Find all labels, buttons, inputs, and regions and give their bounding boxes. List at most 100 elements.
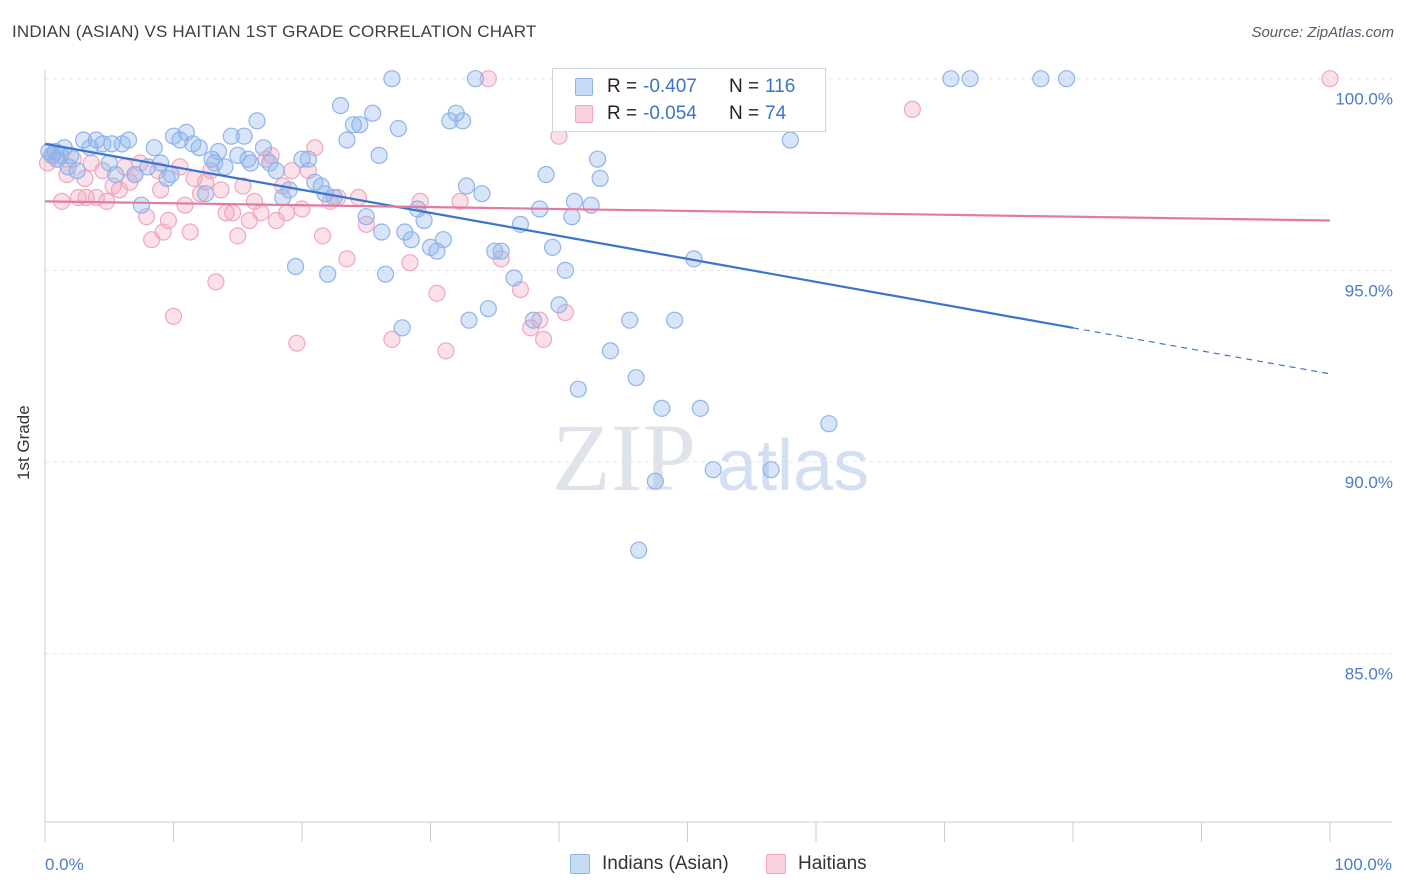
bottom-legend-haitians: Haitians bbox=[766, 852, 867, 876]
bottom-legend-indians: Indians (Asian) bbox=[570, 852, 729, 876]
indian-point bbox=[145, 139, 163, 157]
legend-n-key: N = bbox=[729, 76, 760, 97]
indian-point bbox=[94, 135, 112, 153]
legend-swatch-haitians bbox=[575, 105, 593, 123]
indian-point bbox=[331, 96, 350, 115]
indian-point bbox=[434, 231, 452, 249]
indian-point bbox=[119, 131, 138, 149]
indian-point bbox=[267, 162, 285, 180]
indian-point bbox=[601, 342, 620, 360]
haitian-point bbox=[277, 204, 296, 222]
indian-point bbox=[591, 169, 609, 187]
indian-point bbox=[126, 165, 144, 184]
gridlines bbox=[45, 78, 1392, 655]
indian-point bbox=[454, 112, 472, 130]
indian-point bbox=[473, 185, 491, 203]
indian-point bbox=[344, 116, 362, 134]
y-tick-label: 90.0% bbox=[1345, 473, 1393, 492]
indian-point bbox=[457, 177, 476, 195]
haitian-point bbox=[531, 311, 549, 329]
indian-point bbox=[1032, 70, 1050, 88]
indian-point bbox=[582, 196, 600, 214]
indian-point bbox=[961, 70, 979, 88]
tick-labels: 85.0% 90.0% 95.0% 100.0% 0.0% 100.0% bbox=[45, 90, 1393, 874]
bottom-swatch-indians bbox=[570, 854, 590, 874]
indian-point bbox=[216, 158, 234, 176]
indian-point bbox=[627, 369, 645, 387]
haitian-point bbox=[207, 273, 225, 291]
legend-r-value: -0.054 bbox=[643, 103, 697, 124]
indian-point bbox=[351, 116, 369, 134]
indian-point bbox=[357, 208, 375, 226]
indian-point bbox=[415, 211, 433, 230]
haitians-points bbox=[38, 70, 1339, 360]
indian-point bbox=[402, 231, 420, 249]
indian-point bbox=[239, 150, 257, 168]
indian-point bbox=[942, 70, 960, 88]
legend-r-key: R = bbox=[607, 76, 638, 97]
indians-trend-line bbox=[44, 142, 1074, 329]
indian-point bbox=[569, 380, 587, 398]
indian-point bbox=[68, 162, 86, 180]
indian-point bbox=[197, 185, 215, 203]
indian-point bbox=[621, 311, 639, 329]
indian-point bbox=[691, 399, 709, 417]
indian-point bbox=[132, 196, 150, 214]
indian-point bbox=[254, 139, 273, 157]
indian-point bbox=[666, 311, 684, 329]
chart-source: Source: ZipAtlas.com bbox=[1251, 24, 1394, 41]
indian-point bbox=[704, 461, 722, 479]
x-tick-label: 0.0% bbox=[45, 855, 84, 874]
indian-point bbox=[781, 131, 799, 149]
y-tick-label: 100.0% bbox=[1335, 90, 1393, 109]
haitian-point bbox=[338, 250, 356, 268]
indian-point bbox=[338, 131, 356, 149]
haitian-point bbox=[534, 330, 553, 348]
indian-point bbox=[630, 541, 648, 559]
indian-point bbox=[653, 399, 671, 417]
indians-trend-extension bbox=[1072, 327, 1331, 375]
indian-point bbox=[479, 300, 497, 318]
legend-n-value: 74 bbox=[765, 103, 787, 124]
indian-point bbox=[280, 181, 298, 199]
indian-point bbox=[762, 461, 780, 479]
haitian-point bbox=[313, 227, 332, 245]
haitian-point bbox=[159, 211, 177, 230]
legend-row-haitians: R = -0.054 N = 74 bbox=[575, 102, 786, 126]
watermark-zip: ZIP bbox=[552, 404, 696, 511]
haitian-point bbox=[212, 181, 230, 199]
indian-point bbox=[206, 154, 224, 172]
haitian-point bbox=[176, 196, 194, 214]
indian-point bbox=[103, 135, 121, 153]
haitian-point bbox=[293, 200, 311, 218]
indian-point bbox=[393, 319, 411, 337]
indian-point bbox=[299, 150, 318, 168]
y-tick-label: 95.0% bbox=[1345, 281, 1393, 300]
indian-point bbox=[162, 165, 180, 184]
bottom-legend-label: Indians (Asian) bbox=[602, 853, 729, 874]
indian-point bbox=[460, 311, 478, 329]
legend-row-indians: R = -0.407 N = 116 bbox=[575, 75, 795, 99]
haitian-point bbox=[288, 334, 306, 352]
legend-n-key: N = bbox=[729, 103, 760, 124]
watermark: ZIP atlas bbox=[552, 404, 869, 511]
indian-point bbox=[646, 472, 664, 490]
indian-point bbox=[556, 261, 575, 279]
haitian-point bbox=[428, 284, 446, 302]
indian-point bbox=[383, 70, 401, 88]
indian-point bbox=[524, 311, 542, 329]
indian-point bbox=[492, 242, 510, 260]
haitian-point bbox=[234, 177, 252, 195]
indian-point bbox=[190, 139, 208, 157]
haitian-point bbox=[224, 204, 242, 222]
stats-legend: R = -0.407 N = 116 R = -0.054 N = 74 bbox=[552, 68, 826, 132]
bottom-legend-label: Haitians bbox=[798, 853, 867, 874]
indian-point bbox=[373, 223, 391, 241]
indian-point bbox=[107, 165, 125, 184]
legend-swatch-indians bbox=[575, 78, 593, 96]
indian-point bbox=[293, 150, 311, 168]
haitian-point bbox=[252, 204, 270, 222]
indian-point bbox=[319, 265, 337, 283]
axes bbox=[44, 70, 1392, 842]
